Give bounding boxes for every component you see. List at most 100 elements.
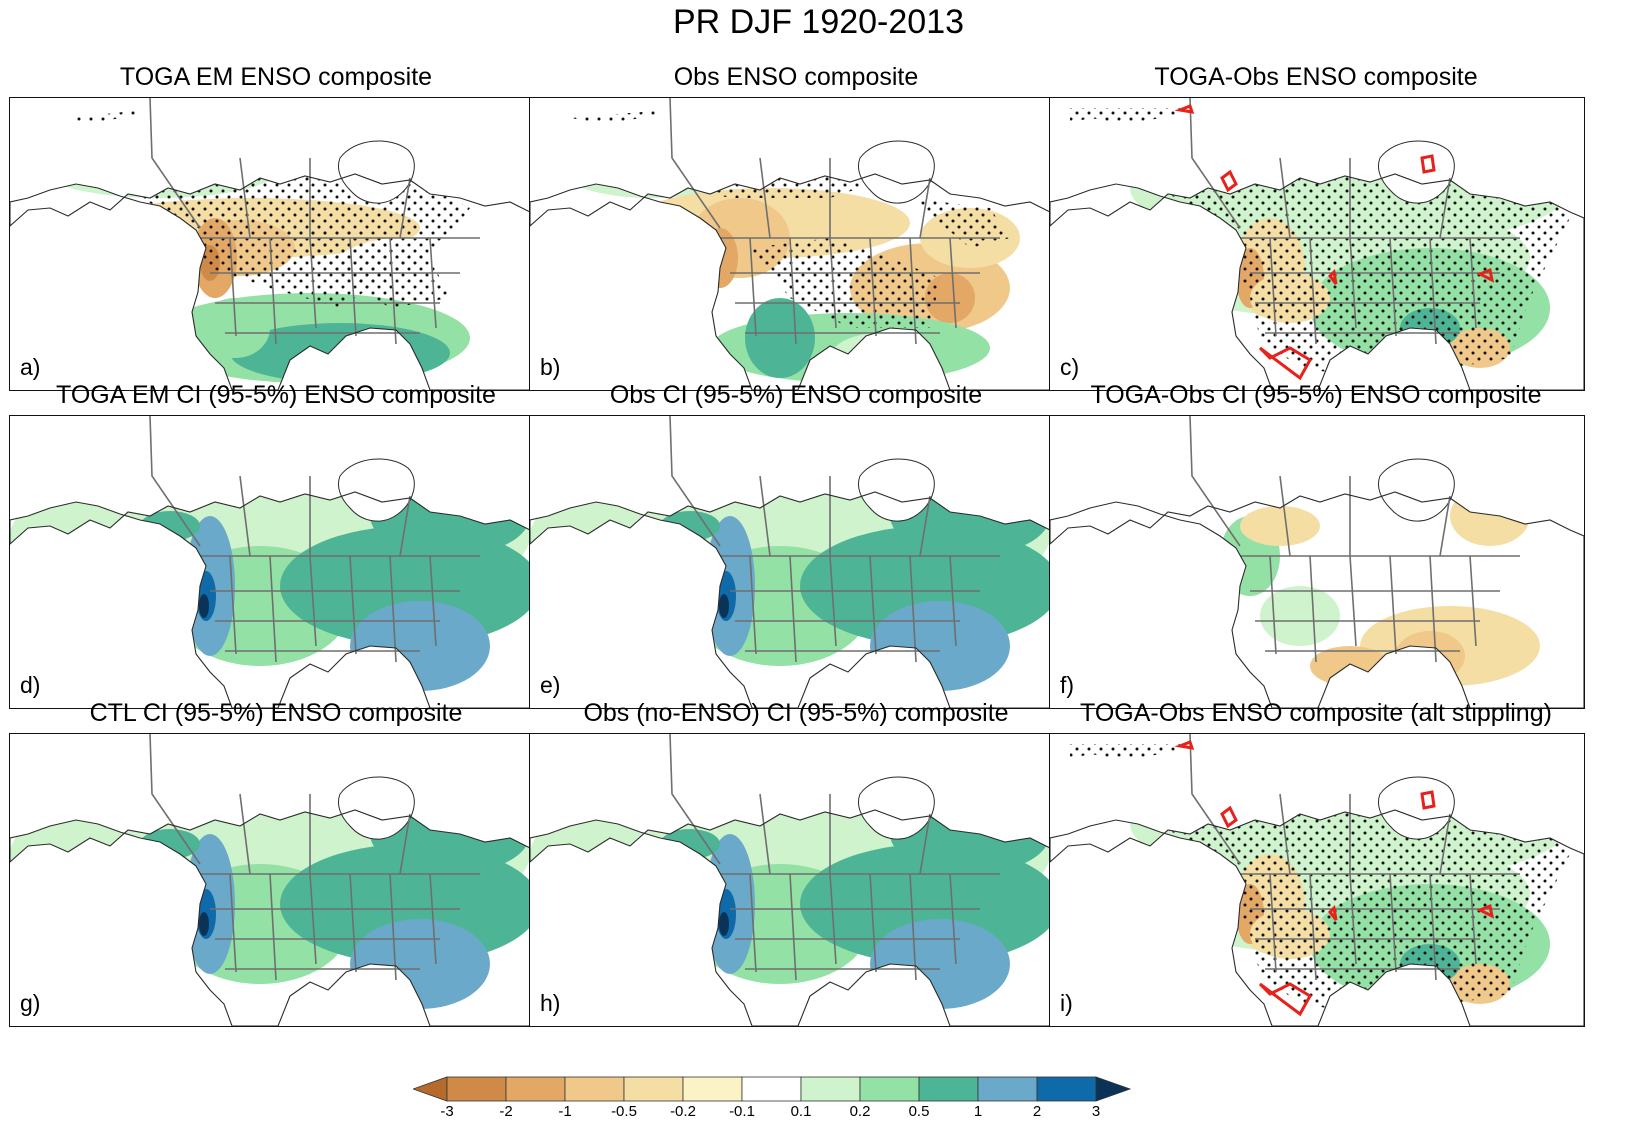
- significance-contour: [1420, 790, 1436, 810]
- state-borders: [1189, 734, 1520, 981]
- colorbar-tick-label: 0.2: [849, 1103, 871, 1120]
- hudson-bay: [337, 140, 415, 204]
- hudson-bay: [1377, 458, 1455, 522]
- coastline: [10, 173, 544, 390]
- panel-letter: h): [540, 990, 561, 1016]
- panel-letter: d): [20, 672, 41, 698]
- hudson-bay: [857, 458, 935, 522]
- panel-letter: g): [20, 990, 41, 1016]
- map-panel: i): [1049, 733, 1585, 1027]
- significance-contour: [1220, 805, 1238, 829]
- coastline: [1050, 491, 1584, 708]
- coastline: [1050, 809, 1584, 1026]
- coastline: [530, 491, 1064, 708]
- colorbar-bin: [564, 1076, 625, 1102]
- panel-title: Obs CI (95-5%) ENSO composite: [609, 381, 983, 409]
- coastline: [10, 491, 544, 708]
- colorbar-tick-label: -2: [499, 1103, 513, 1120]
- significance-contour: [1258, 982, 1313, 1017]
- map-panel: e): [529, 415, 1065, 709]
- significance-contour: [1476, 267, 1495, 283]
- significance-contour: [1328, 904, 1338, 921]
- panel-title: TOGA-Obs ENSO composite: [1154, 63, 1478, 91]
- colorbar-bin: [505, 1076, 566, 1102]
- map-panel: d): [9, 415, 545, 709]
- map-svg: [1050, 734, 1584, 1026]
- coastline: [10, 809, 544, 1026]
- panel-letter: c): [1060, 354, 1080, 380]
- colorbar-tick-label: -0.2: [670, 1103, 696, 1120]
- panel-letter: e): [540, 672, 561, 698]
- colorbar-bin: [682, 1076, 743, 1102]
- colorbar-bin: [859, 1076, 920, 1102]
- hudson-bay: [337, 458, 415, 522]
- hudson-bay: [857, 140, 935, 204]
- colorbar-tick-label: -1: [558, 1103, 572, 1120]
- colorbar-tick-label: 1: [973, 1103, 983, 1120]
- colorbar-tick-label: 0.5: [908, 1103, 930, 1120]
- state-borders: [669, 734, 1000, 981]
- hudson-bay: [337, 776, 415, 840]
- state-borders: [149, 98, 480, 345]
- colorbar-tick-label: -0.5: [611, 1103, 637, 1120]
- panel-letter: f): [1060, 672, 1075, 698]
- map-panel: c): [1049, 97, 1585, 391]
- hudson-bay: [1377, 140, 1455, 204]
- map-svg: [530, 734, 1064, 1026]
- map-svg: [10, 98, 544, 390]
- significance-contour: [1476, 903, 1495, 919]
- coastline: [530, 809, 1064, 1026]
- panel-letter: a): [20, 354, 41, 380]
- panel-title: Obs (no-ENSO) CI (95-5%) composite: [583, 699, 1009, 727]
- colorbar-tick-label: 2: [1032, 1103, 1042, 1120]
- colorbar-tick-label: -0.1: [729, 1103, 755, 1120]
- colorbar-tick-label: -3: [440, 1103, 454, 1120]
- map-svg: [530, 416, 1064, 708]
- colorbar-bin: [741, 1076, 802, 1102]
- colorbar-tick-label: 3: [1091, 1103, 1101, 1120]
- colorbar-tick-label: 0.1: [790, 1103, 812, 1120]
- significance-contour: [1174, 740, 1195, 750]
- hudson-bay: [857, 776, 935, 840]
- colorbar-bin: [977, 1076, 1038, 1102]
- map-panel: g): [9, 733, 545, 1027]
- map-svg: [1050, 98, 1584, 390]
- map-svg: [10, 734, 544, 1026]
- colorbar-bin: [1036, 1076, 1097, 1102]
- state-borders: [1189, 416, 1520, 663]
- colorbar-bin: [800, 1076, 861, 1102]
- state-borders: [669, 98, 1000, 345]
- significance-contour: [1258, 346, 1313, 381]
- panel-title: Obs ENSO composite: [673, 63, 919, 91]
- panel-title: TOGA EM CI (95-5%) ENSO composite: [56, 381, 496, 409]
- colorbar-low-arrow: [413, 1076, 448, 1102]
- panel-title: TOGA-Obs CI (95-5%) ENSO composite: [1090, 381, 1542, 409]
- panel-letter: i): [1060, 990, 1073, 1016]
- colorbar-bin: [918, 1076, 979, 1102]
- panel-title: TOGA EM ENSO composite: [119, 63, 433, 91]
- state-borders: [149, 734, 480, 981]
- significance-contour: [1420, 154, 1436, 174]
- state-borders: [669, 416, 1000, 663]
- state-borders: [149, 416, 480, 663]
- map-svg: [1050, 416, 1584, 708]
- state-borders: [1189, 98, 1520, 345]
- map-panel: b): [529, 97, 1065, 391]
- colorbar-bin: [446, 1076, 507, 1102]
- hudson-bay: [1377, 776, 1455, 840]
- colorbar: [413, 1076, 1132, 1102]
- contours: [1174, 104, 1495, 381]
- map-panel: a): [9, 97, 545, 391]
- colorbar-bin: [623, 1076, 684, 1102]
- contours: [1174, 740, 1495, 1017]
- map-panel: h): [529, 733, 1065, 1027]
- map-panel: f): [1049, 415, 1585, 709]
- colorbar-high-arrow: [1095, 1076, 1132, 1102]
- panel-title: CTL CI (95-5%) ENSO composite: [89, 699, 463, 727]
- coastline: [1050, 173, 1584, 390]
- panel-title: TOGA-Obs ENSO composite (alt stippling): [1080, 699, 1552, 727]
- map-svg: [530, 98, 1064, 390]
- figure-title: PR DJF 1920-2013: [672, 3, 965, 41]
- significance-contour: [1174, 104, 1195, 114]
- significance-contour: [1328, 268, 1338, 285]
